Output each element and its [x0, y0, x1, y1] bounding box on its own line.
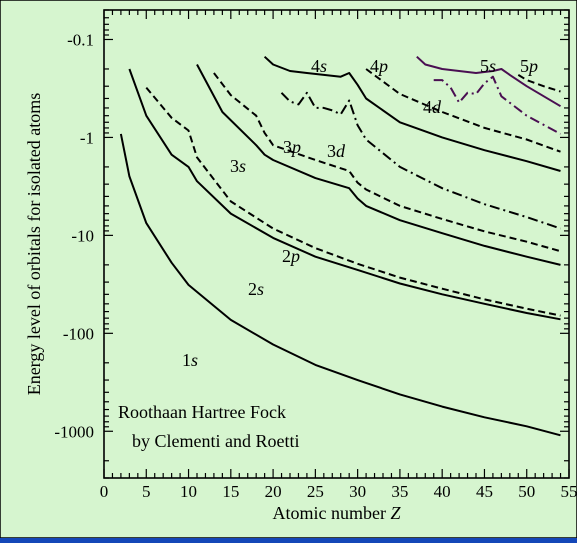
y-tick-label: -100 — [63, 324, 94, 343]
annotation-line-2: by Clementi and Roetti — [132, 431, 299, 451]
x-tick-label: 5 — [142, 482, 151, 501]
x-tick-label: 10 — [180, 482, 197, 501]
x-tick-label: 40 — [434, 482, 451, 501]
series-label-3s: 3s — [230, 156, 246, 176]
series-label-4d: 4d — [423, 97, 442, 117]
series-label-1s: 1s — [182, 350, 198, 370]
y-tick-label: -10 — [71, 226, 94, 245]
x-tick-label: 20 — [265, 482, 282, 501]
series-label-4p: 4p — [370, 56, 388, 76]
series-label-2p: 2p — [282, 246, 300, 266]
series-label-3p: 3p — [283, 137, 301, 157]
annotation-line-1: Roothaan Hartree Fock — [118, 402, 286, 422]
y-tick-label: -0.1 — [67, 30, 94, 49]
y-tick-label: -1000 — [54, 422, 94, 441]
x-tick-label: 30 — [349, 482, 366, 501]
x-tick-label: 35 — [391, 482, 408, 501]
series-label-2s: 2s — [248, 279, 264, 299]
x-tick-label: 25 — [307, 482, 324, 501]
x-tick-label: 50 — [518, 482, 535, 501]
series-label-5p: 5p — [520, 56, 538, 76]
x-tick-label: 45 — [476, 482, 493, 501]
y-tick-label: -1 — [80, 128, 94, 147]
y-axis-title: Energy level of orbitals for isolated at… — [24, 93, 44, 396]
series-label-3d: 3d — [327, 141, 346, 161]
x-axis-title: Atomic number Z — [273, 503, 402, 523]
series-label-5s: 5s — [480, 56, 496, 76]
x-tick-label: 15 — [222, 482, 239, 501]
x-tick-label: 55 — [561, 482, 577, 501]
series-label-4s: 4s — [311, 56, 327, 76]
x-tick-label: 0 — [100, 482, 109, 501]
